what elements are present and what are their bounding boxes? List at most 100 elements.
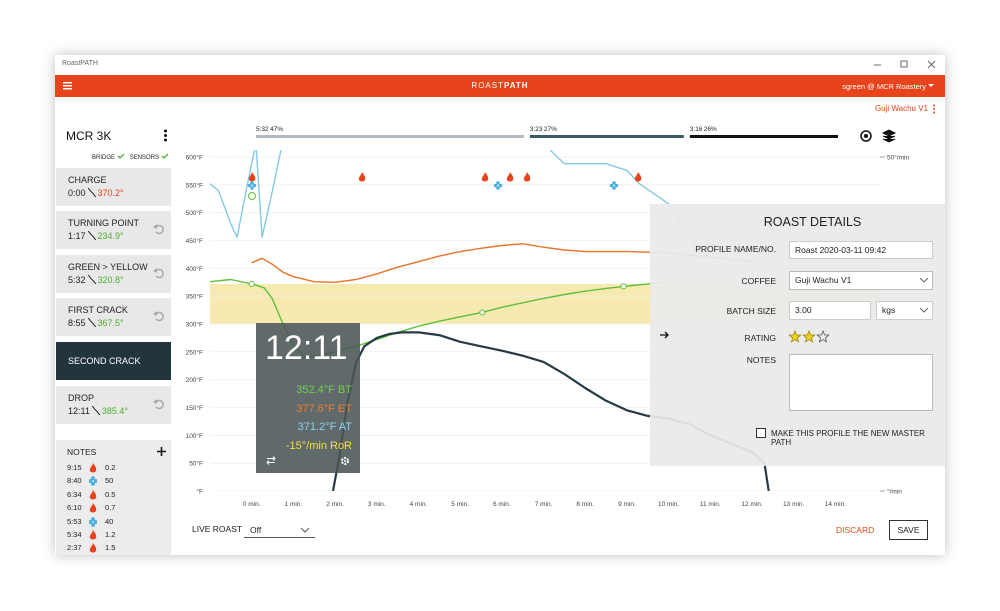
master-checkbox[interactable]: [756, 428, 766, 438]
phase-percent: 47%: [270, 126, 283, 133]
phase-percent: 26%: [704, 126, 717, 133]
caret: [920, 278, 928, 283]
readout-line: 352.4°F BT: [296, 384, 352, 396]
event-temp: 234.9°: [97, 231, 124, 241]
readout-panel: 12:11 352.4°F BT 377.6°F ET 371.2°F AT -…: [256, 323, 360, 473]
event-name: CHARGE: [68, 175, 107, 185]
note-value: 0.2: [105, 463, 116, 472]
event-marker: [620, 283, 627, 290]
separator: [87, 188, 96, 197]
star[interactable]: [816, 330, 830, 343]
batch-input[interactable]: 3.00: [789, 301, 871, 320]
event-temp: 367.5°: [97, 318, 124, 328]
undo-button[interactable]: [153, 223, 165, 235]
machine-menu[interactable]: [163, 129, 168, 142]
add-note[interactable]: [157, 447, 166, 456]
phase-bar: [689, 135, 838, 138]
flame-icon: [358, 172, 366, 182]
y2-tick-label: °/min: [887, 488, 902, 496]
undo-button[interactable]: [153, 310, 165, 322]
user-menu[interactable]: sgreen @ MCR Roastery: [842, 82, 926, 91]
panel-title: ROAST DETAILS: [763, 215, 862, 229]
event-card[interactable]: FIRST CRACK 8:55 367.5°: [56, 298, 171, 336]
coffee-select[interactable]: Guji Wachu V1: [789, 271, 933, 290]
note-time: 6:34: [67, 490, 82, 499]
event-time: 8:55: [68, 318, 86, 328]
y-tick-label: °F: [196, 488, 203, 496]
star[interactable]: [802, 330, 816, 343]
event-value: 5:32 320.8°: [68, 275, 124, 285]
phase-bar: [529, 135, 684, 138]
event-card[interactable]: GREEN > YELLOW 5:32 320.8°: [56, 255, 171, 293]
star[interactable]: [788, 330, 802, 343]
flame-icon: [481, 172, 489, 182]
event-name: GREEN > YELLOW: [68, 262, 148, 272]
save-button[interactable]: SAVE: [889, 520, 928, 540]
event-card[interactable]: DROP 12:11 385.4°: [56, 386, 171, 424]
y-tick-label: 100°F: [186, 432, 203, 440]
x-tick-label: 9 min.: [618, 501, 636, 508]
readout-lines: 352.4°F BT 377.6°F ET 371.2°F AT -15°/mi…: [286, 381, 352, 455]
note-time: 2:37: [67, 543, 82, 552]
arrow-icon[interactable]: [660, 331, 670, 339]
check: [161, 153, 169, 159]
rating-stars[interactable]: [788, 330, 838, 344]
brand-a: ROAST: [471, 81, 504, 90]
event-value: 1:17 234.9°: [68, 231, 124, 241]
note-time: 6:10: [67, 503, 82, 512]
caret: [301, 528, 309, 533]
readout-line: -15°/min RoR: [285, 439, 352, 452]
flame-icon: [89, 503, 97, 513]
series-line: [251, 243, 753, 283]
separator: [87, 318, 96, 327]
notes-input[interactable]: [789, 354, 933, 411]
flame-icon: [248, 172, 256, 182]
event-value: 12:11 385.4°: [68, 406, 128, 416]
more-button[interactable]: [932, 104, 936, 114]
event-marker: [479, 309, 486, 316]
note-time: 5:34: [67, 530, 82, 539]
profile-name-input[interactable]: Roast 2020-03-11 09:42: [789, 241, 933, 259]
readout-time: 12:11: [265, 329, 348, 367]
settings-button[interactable]: [340, 456, 350, 466]
note-value: 1.2: [105, 530, 116, 539]
profile-link[interactable]: Guji Wachu V1: [874, 104, 928, 113]
unit-select[interactable]: kgs: [876, 301, 933, 320]
undo-button[interactable]: [153, 267, 165, 279]
flame-icon: [89, 530, 97, 540]
flame-icon: [634, 172, 642, 182]
series-line: [210, 278, 669, 359]
toolbar-icons[interactable]: [860, 129, 897, 143]
discard-button[interactable]: DISCARD: [836, 525, 875, 535]
x-tick-label: 7 min.: [535, 501, 553, 508]
event-value: 8:55 367.5°: [68, 318, 124, 328]
y-tick-label: 200°F: [186, 376, 203, 384]
notes-title: NOTES: [67, 447, 97, 457]
event-time: 12:11: [68, 406, 90, 416]
y-tick-label: 50°F: [189, 460, 203, 468]
field-label: NOTES: [746, 355, 776, 365]
phase-time: 3:16: [690, 126, 703, 133]
brand: ROASTPATH: [440, 81, 560, 90]
y-tick-label: 600°F: [186, 154, 203, 162]
swap-button[interactable]: [266, 456, 276, 465]
separator: [91, 406, 100, 415]
event-card[interactable]: TURNING POINT 1:17 234.9°: [56, 211, 171, 249]
x-tick-label: 11 min.: [700, 501, 721, 508]
event-time: 5:32: [68, 275, 86, 285]
y-tick-label: 150°F: [186, 404, 203, 412]
x-tick-label: 14 min.: [825, 501, 847, 508]
event-card[interactable]: CHARGE 0:00 370.2°: [56, 168, 171, 206]
flame-icon: [89, 490, 97, 500]
event-name: FIRST CRACK: [68, 305, 128, 315]
field-label: BATCH SIZE: [726, 306, 776, 316]
event-button[interactable]: SECOND CRACK: [56, 342, 171, 380]
window-controls[interactable]: [870, 60, 940, 70]
fan-icon: [247, 181, 257, 190]
live-roast-label: LIVE ROAST: [192, 524, 243, 534]
undo-button[interactable]: [153, 398, 165, 410]
note-time: 8:40: [67, 476, 82, 485]
live-roast-select[interactable]: Off: [244, 522, 315, 538]
menu-button[interactable]: [63, 81, 73, 91]
